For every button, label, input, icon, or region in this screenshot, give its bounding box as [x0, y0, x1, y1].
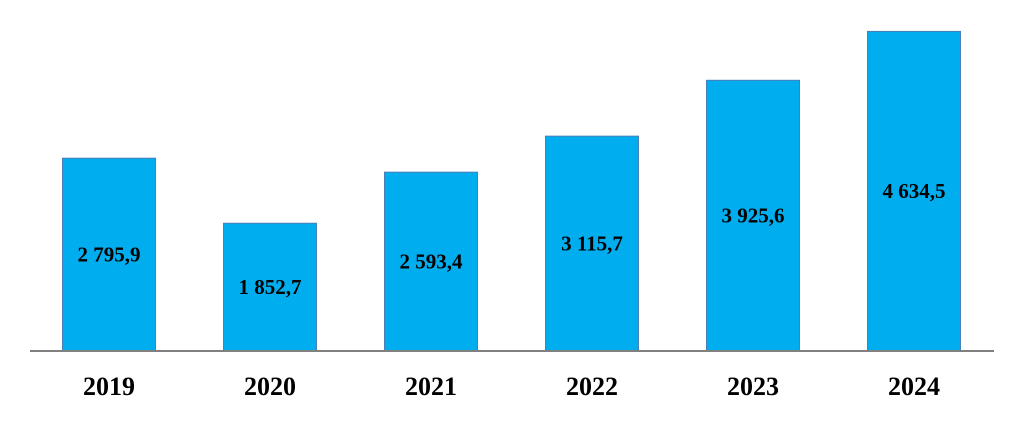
data-label-2021: 2 593,4	[400, 250, 464, 274]
bars-layer	[62, 30, 961, 352]
data-label-2020: 1 852,7	[239, 275, 302, 299]
bar-2022	[545, 135, 639, 352]
data-label-2019: 2 795,9	[78, 243, 141, 267]
x-tick-label-2021: 2021	[405, 372, 457, 401]
data-label-2022: 3 115,7	[561, 232, 623, 256]
data-label-2024: 4 634,5	[883, 179, 946, 203]
x-tick-label-2022: 2022	[566, 372, 618, 401]
data-label-2023: 3 925,6	[722, 204, 785, 228]
bar-2023	[706, 79, 800, 352]
bar-2024	[867, 30, 961, 352]
bar-2020	[223, 222, 317, 352]
value-labels-layer: 2 795,9 1 852,7 2 593,4 3 115,7 3 925,6 4 634…	[78, 179, 946, 299]
bar-2021	[384, 171, 478, 352]
x-tick-label-2019: 2019	[83, 372, 135, 401]
x-tick-label-2024: 2024	[888, 372, 940, 401]
x-tick-label-2023: 2023	[727, 372, 779, 401]
x-tick-labels-layer: 2019 2020 2021 2022 2023 2024	[83, 372, 940, 401]
bar-2019	[62, 157, 156, 352]
x-tick-label-2020: 2020	[244, 372, 296, 401]
